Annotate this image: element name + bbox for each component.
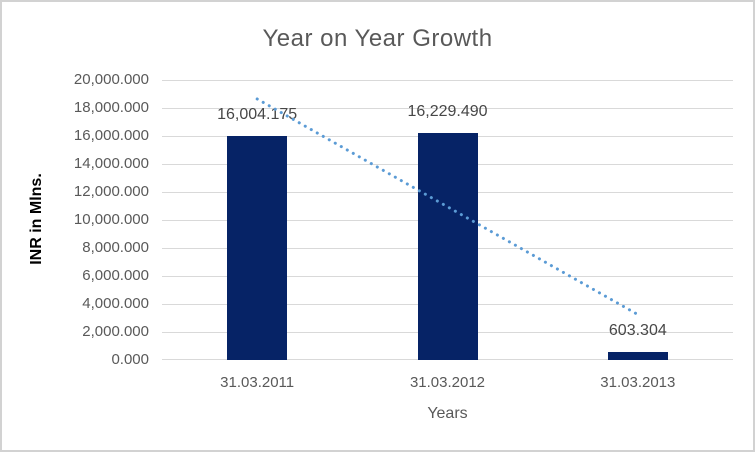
data-label: 603.304	[608, 321, 667, 339]
y-tick-label: 2,000.000	[82, 323, 149, 340]
chart-title: Year on Year Growth	[262, 25, 493, 52]
x-axis-title: Years	[427, 405, 468, 422]
plot-area: 16,004.175 16,229.490 603.304	[162, 80, 733, 360]
gridline	[162, 108, 733, 109]
y-tick-label: 18,000.000	[73, 99, 149, 116]
y-tick-label: 12,000.000	[73, 183, 149, 200]
y-tick-label: 6,000.000	[82, 267, 149, 284]
y-tick-label: 20,000.000	[73, 71, 149, 88]
y-tick-label: 10,000.000	[73, 211, 149, 228]
data-label: 16,004.175	[217, 105, 298, 123]
bar-31.03.2012	[417, 132, 478, 360]
y-tick-label: 0.000	[111, 351, 149, 368]
y-tick-label: 8,000.000	[82, 239, 149, 256]
y-tick-label: 4,000.000	[82, 295, 149, 312]
data-label: 16,229.490	[407, 102, 488, 120]
y-tick-label: 16,000.000	[73, 127, 149, 144]
bar-31.03.2013	[607, 351, 668, 360]
gridline	[162, 80, 733, 81]
trendline	[255, 97, 640, 317]
x-tick-label: 31.03.2011	[220, 374, 295, 391]
bar-31.03.2011	[227, 135, 288, 360]
x-tick-label: 31.03.2012	[409, 374, 486, 391]
x-tick-label: 31.03.2013	[600, 374, 676, 391]
y-tick-label: 14,000.000	[73, 155, 149, 172]
